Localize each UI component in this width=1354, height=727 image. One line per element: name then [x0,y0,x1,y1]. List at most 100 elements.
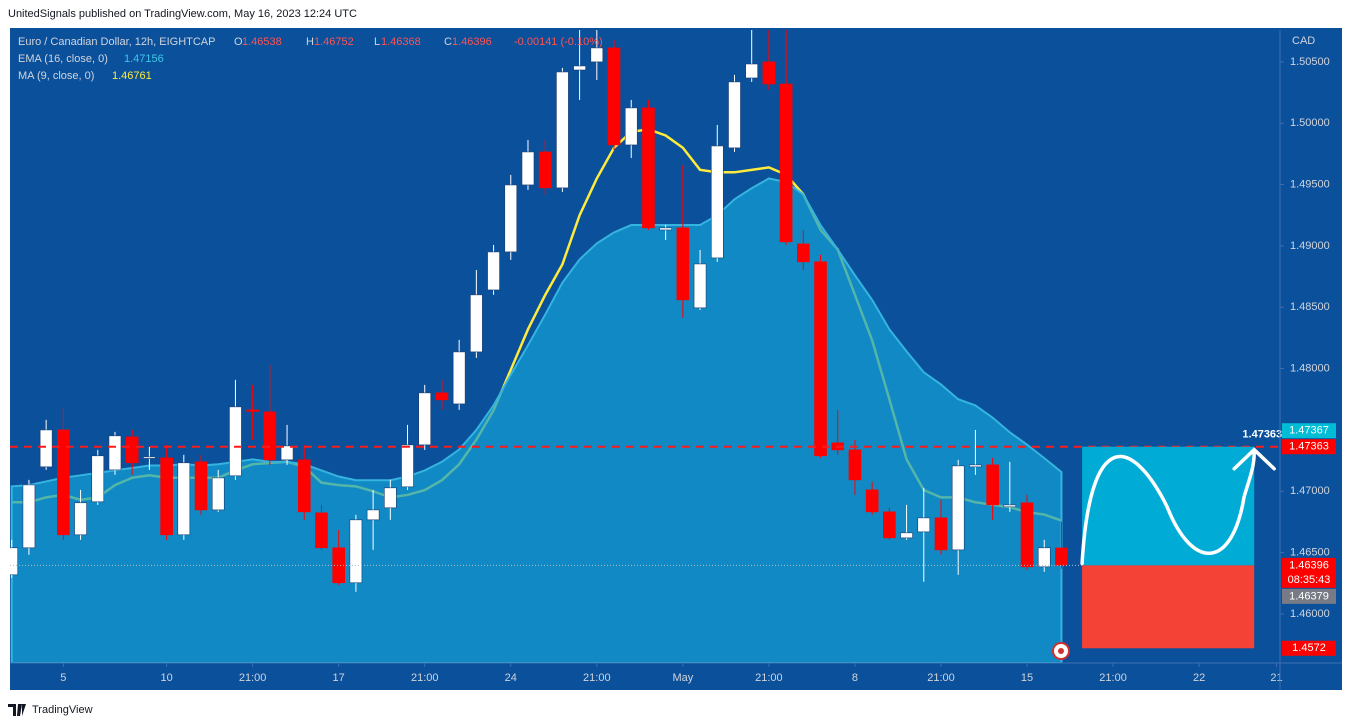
candle-body [779,83,793,243]
x-tick-label: May [672,672,693,684]
flag-icon [1052,642,1070,660]
price-label: 1.46379 [1289,590,1329,602]
candle-body [1020,502,1034,568]
candle-body [1055,547,1068,566]
candle-body [900,532,913,539]
price-label: 1.46396 [1289,559,1329,571]
candle-body [452,351,466,405]
countdown: 08:35:43 [1288,574,1331,586]
legend-l-label: L [374,36,380,48]
candle-body [814,261,827,457]
legend-c-value: 1.46396 [452,36,492,48]
candle-body [315,512,328,549]
x-tick-label: 17 [333,672,345,684]
candle-body [1037,547,1051,568]
candle-body [710,145,724,259]
candle-body [487,251,500,291]
candle-body [297,459,311,513]
x-tick-label: 21:00 [411,672,439,684]
price-label-box [1282,640,1336,656]
candle-body [194,461,208,511]
candle-body [883,511,896,539]
x-tick-label: 21:00 [583,672,611,684]
publisher: UnitedSignals published on TradingView.c… [8,8,357,20]
candle-body [366,509,380,521]
candle-body [39,429,53,468]
legend-change: -0.00141 (-0.10%) [514,36,603,48]
stop-zone [1082,565,1255,649]
x-tick-label: 21:00 [1099,672,1127,684]
plot-area [10,30,1068,663]
legend-symbol: Euro / Canadian Dollar, 12h, EIGHTCAP [18,36,215,48]
price-label-box [1282,439,1336,455]
candle-body [211,477,225,511]
candle-body [470,294,483,353]
candle-body [246,409,259,412]
target-annotation: 1.47363 [1242,429,1282,441]
y-tick-label: 1.50500 [1290,56,1330,68]
candle-body [177,462,191,536]
y-tick-label: 1.46000 [1290,608,1330,620]
candle-body [676,227,690,301]
y-tick-label: 1.49500 [1290,178,1330,190]
candle-body [728,81,741,149]
candle-body [280,445,294,461]
candle-body [624,107,638,146]
projection-arrowhead [1232,447,1276,471]
price-label-box [1282,588,1336,604]
projection-curve [1080,450,1256,566]
candle-body [74,502,87,536]
x-tick-label: 24 [505,672,517,684]
candle-body [986,464,999,506]
candle-body [229,406,242,477]
candle-body [917,517,931,533]
candle-body [384,487,397,509]
legend-c-label: C [444,36,452,48]
candle-body [108,435,122,471]
candle-body [57,429,70,536]
y-tick-label: 1.49000 [1290,240,1330,252]
x-tick-label: 21:00 [755,672,783,684]
x-tick-label: 22 [1193,672,1205,684]
x-tick-label: 8 [852,672,858,684]
candle-body [865,489,879,513]
candle-body [538,151,552,189]
price-label: 1.47363 [1289,441,1329,453]
candle-body [642,107,655,229]
legend-o-value: 1.46538 [242,36,282,48]
currency: CAD [1292,35,1315,47]
y-tick-label: 1.47000 [1290,485,1330,497]
candle-body [332,547,345,584]
candle-body [91,455,105,503]
candle-body [504,184,518,253]
candle-body [969,464,982,468]
candle-body [435,392,449,401]
candle-body [160,457,173,536]
candle-body [521,151,535,186]
candle-body [693,263,707,309]
y-tick-label: 1.48000 [1290,362,1330,374]
candle-body [22,484,36,549]
legend-ema-value: 1.47156 [124,53,164,65]
candle-body [951,465,965,551]
footer-logo [8,704,26,716]
candle-body [1003,504,1017,508]
y-tick-label: 1.46500 [1290,546,1330,558]
price-label-box [1282,423,1336,439]
x-tick-label: 21:00 [927,672,955,684]
candle-body [556,71,569,189]
legend-h-value: 1.46752 [314,36,354,48]
candle-body [401,444,414,488]
x-tick-label: 15 [1021,672,1033,684]
legend-ma-value: 1.46761 [112,70,152,82]
candle-body [143,456,156,459]
candle-body [659,227,672,231]
legend-ma: MA (9, close, 0) [18,70,94,82]
candle-body [762,61,776,85]
legend-ema: EMA (16, close, 0) [18,53,108,65]
candle-body [590,47,604,63]
price-label: 1.4572 [1292,642,1326,654]
legend-h-label: H [306,36,314,48]
